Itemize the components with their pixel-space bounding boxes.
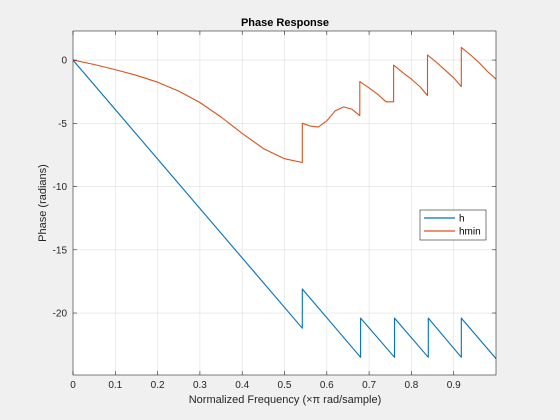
y-tick-label: -20 bbox=[53, 309, 68, 320]
grid-lines bbox=[73, 31, 496, 375]
chart-title: Phase Response bbox=[241, 17, 329, 29]
x-tick-label: 0.1 bbox=[108, 380, 122, 391]
legend-label-hmin: hmin bbox=[459, 227, 481, 238]
y-axis-label: Phase (radians) bbox=[37, 164, 49, 242]
x-tick-label: 0.3 bbox=[193, 380, 207, 391]
y-tick-label: -10 bbox=[53, 182, 68, 193]
x-tick-labels: 0 0.1 0.2 0.3 0.4 0.5 0.6 0.7 0.8 0.9 bbox=[70, 380, 461, 391]
plot-series bbox=[73, 46, 496, 359]
legend-label-h: h bbox=[459, 214, 465, 225]
x-tick-label: 0.6 bbox=[320, 380, 334, 391]
x-axis-label: Normalized Frequency (×π rad/sample) bbox=[189, 394, 382, 406]
series-line-hmin bbox=[73, 46, 496, 164]
legend: h hmin bbox=[419, 209, 487, 241]
y-tick-label: 0 bbox=[61, 56, 67, 67]
x-tick-label: 0 bbox=[70, 380, 76, 391]
y-tick-label: -5 bbox=[58, 119, 67, 130]
x-tick-label: 0.8 bbox=[404, 380, 418, 391]
x-tick-label: 0.5 bbox=[278, 380, 292, 391]
tick-marks bbox=[72, 31, 496, 375]
y-tick-label: -15 bbox=[53, 245, 68, 256]
x-tick-label: 0.2 bbox=[151, 380, 165, 391]
x-tick-label: 0.9 bbox=[447, 380, 461, 391]
x-tick-label: 0.7 bbox=[362, 380, 376, 391]
legend-box bbox=[419, 209, 487, 241]
x-tick-label: 0.4 bbox=[235, 380, 249, 391]
y-tick-labels: 0 -5 -10 -15 -20 bbox=[53, 56, 68, 320]
series-line-h bbox=[73, 59, 496, 359]
